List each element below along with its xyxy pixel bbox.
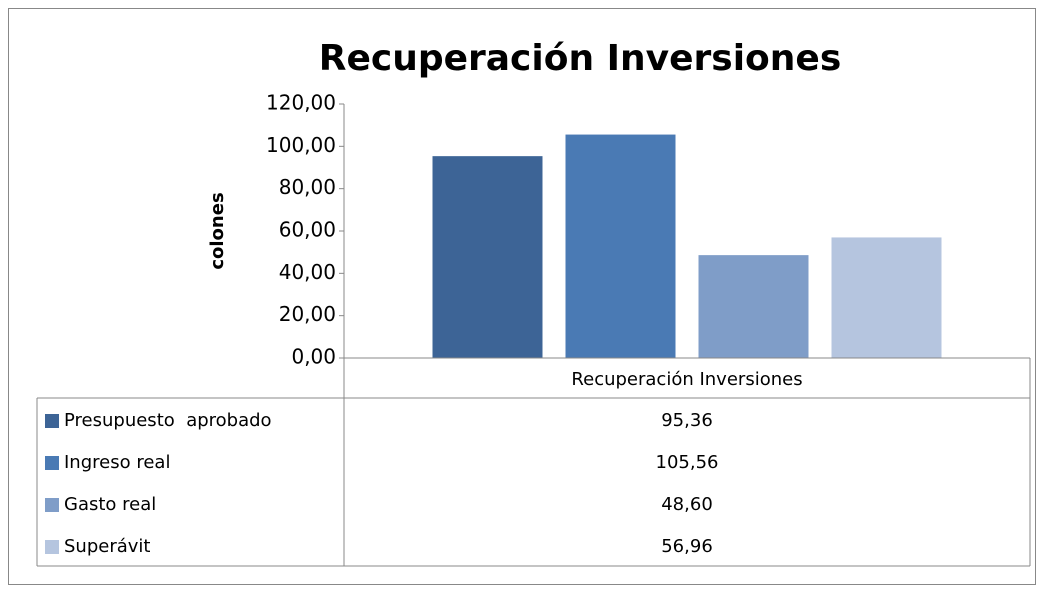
legend-label: Ingreso real [64,452,170,473]
legend-label: Superávit [64,536,150,557]
legend-key [45,540,59,554]
legend-key [45,456,59,470]
bar [698,255,809,358]
table-value: 56,96 [661,536,713,557]
table-value: 48,60 [661,494,713,515]
bar [565,134,676,358]
category-label: Recuperación Inversiones [571,369,802,390]
chart-title: Recuperación Inversiones [319,38,842,79]
y-tick-label: 20,00 [279,302,336,326]
y-tick-label: 0,00 [291,345,336,369]
legend-label: Presupuesto aprobado [64,410,272,431]
legend-key [45,414,59,428]
bar [831,237,942,358]
y-tick-label: 100,00 [266,133,336,157]
y-tick-label: 60,00 [279,218,336,242]
bar [432,156,543,358]
y-tick-label: 120,00 [266,91,336,115]
y-tick-label: 80,00 [279,175,336,199]
y-axis-label: colones [207,192,228,269]
legend-key [45,498,59,512]
legend-label: Gasto real [64,494,156,515]
y-tick-label: 40,00 [279,260,336,284]
table-value: 105,56 [656,452,719,473]
table-value: 95,36 [661,410,713,431]
